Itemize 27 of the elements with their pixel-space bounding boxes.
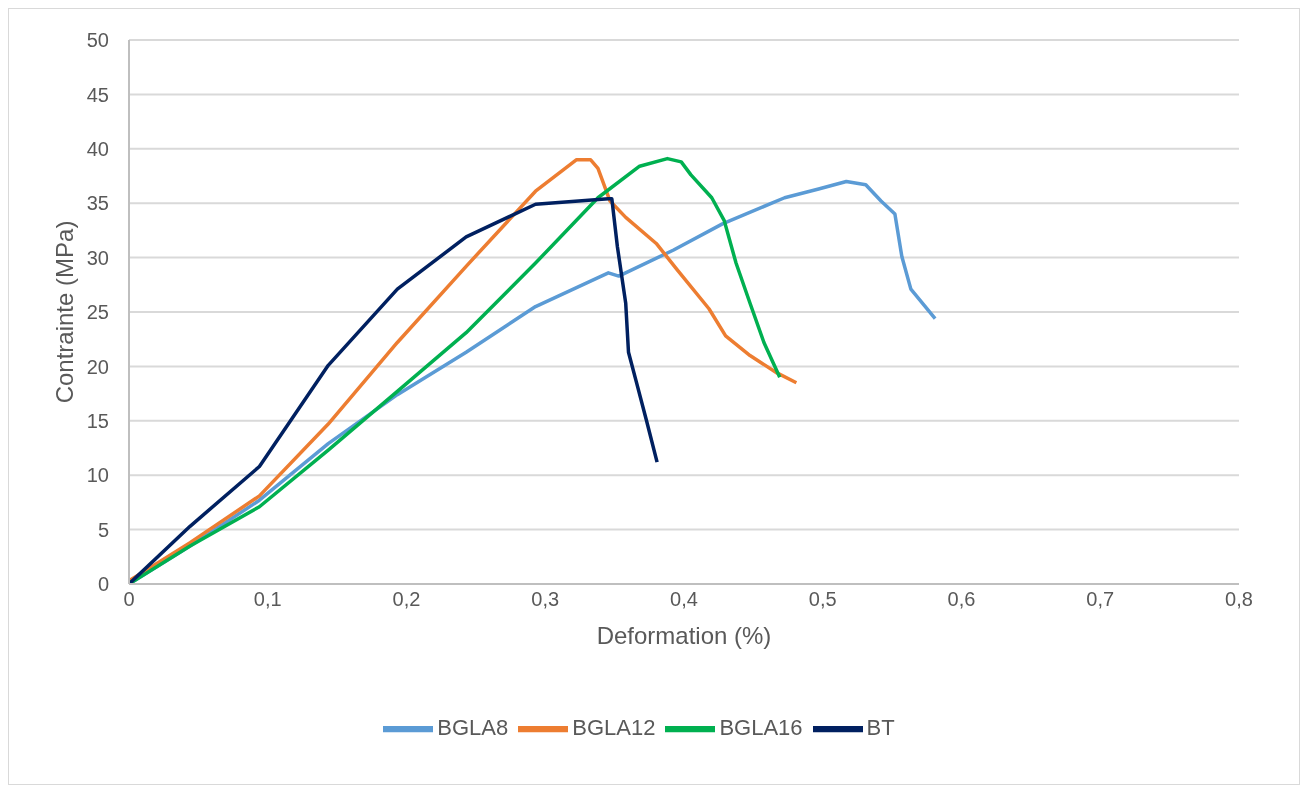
x-tick-label: 0,7 [1086, 588, 1115, 611]
y-tick-label: 0 [97, 573, 109, 596]
y-tick-label: 5 [97, 518, 109, 541]
x-tick-label: 0,3 [531, 588, 560, 611]
y-axis-title: Contrainte (MPa) [50, 220, 78, 404]
legend-label: BGLA8 [437, 714, 509, 740]
y-tick-label: 35 [86, 192, 109, 215]
y-tick-label: 20 [86, 355, 109, 378]
x-tick-label: 0,5 [808, 588, 837, 611]
y-tick-label: 15 [86, 409, 109, 432]
legend-label: BGLA16 [719, 714, 803, 740]
x-tick-label: 0,8 [1225, 588, 1253, 611]
legend-label: BGLA12 [572, 714, 656, 740]
line-series [129, 197, 659, 584]
x-tick-label: 0,2 [392, 588, 421, 611]
x-tick-label: 0,1 [253, 588, 282, 611]
y-tick-label: 45 [86, 83, 109, 106]
x-axis-title: Deformation (%) [596, 622, 772, 649]
y-tick-label: 40 [86, 137, 109, 160]
legend-label: BT [866, 714, 895, 740]
y-tick-label: 25 [86, 301, 109, 324]
y-tick-label: 10 [86, 464, 109, 487]
y-tick-label: 50 [86, 29, 109, 52]
x-tick-label: 0 [123, 588, 135, 611]
x-tick-label: 0,6 [947, 588, 976, 611]
x-tick-label: 0,4 [670, 588, 698, 611]
y-tick-label: 30 [86, 246, 109, 269]
